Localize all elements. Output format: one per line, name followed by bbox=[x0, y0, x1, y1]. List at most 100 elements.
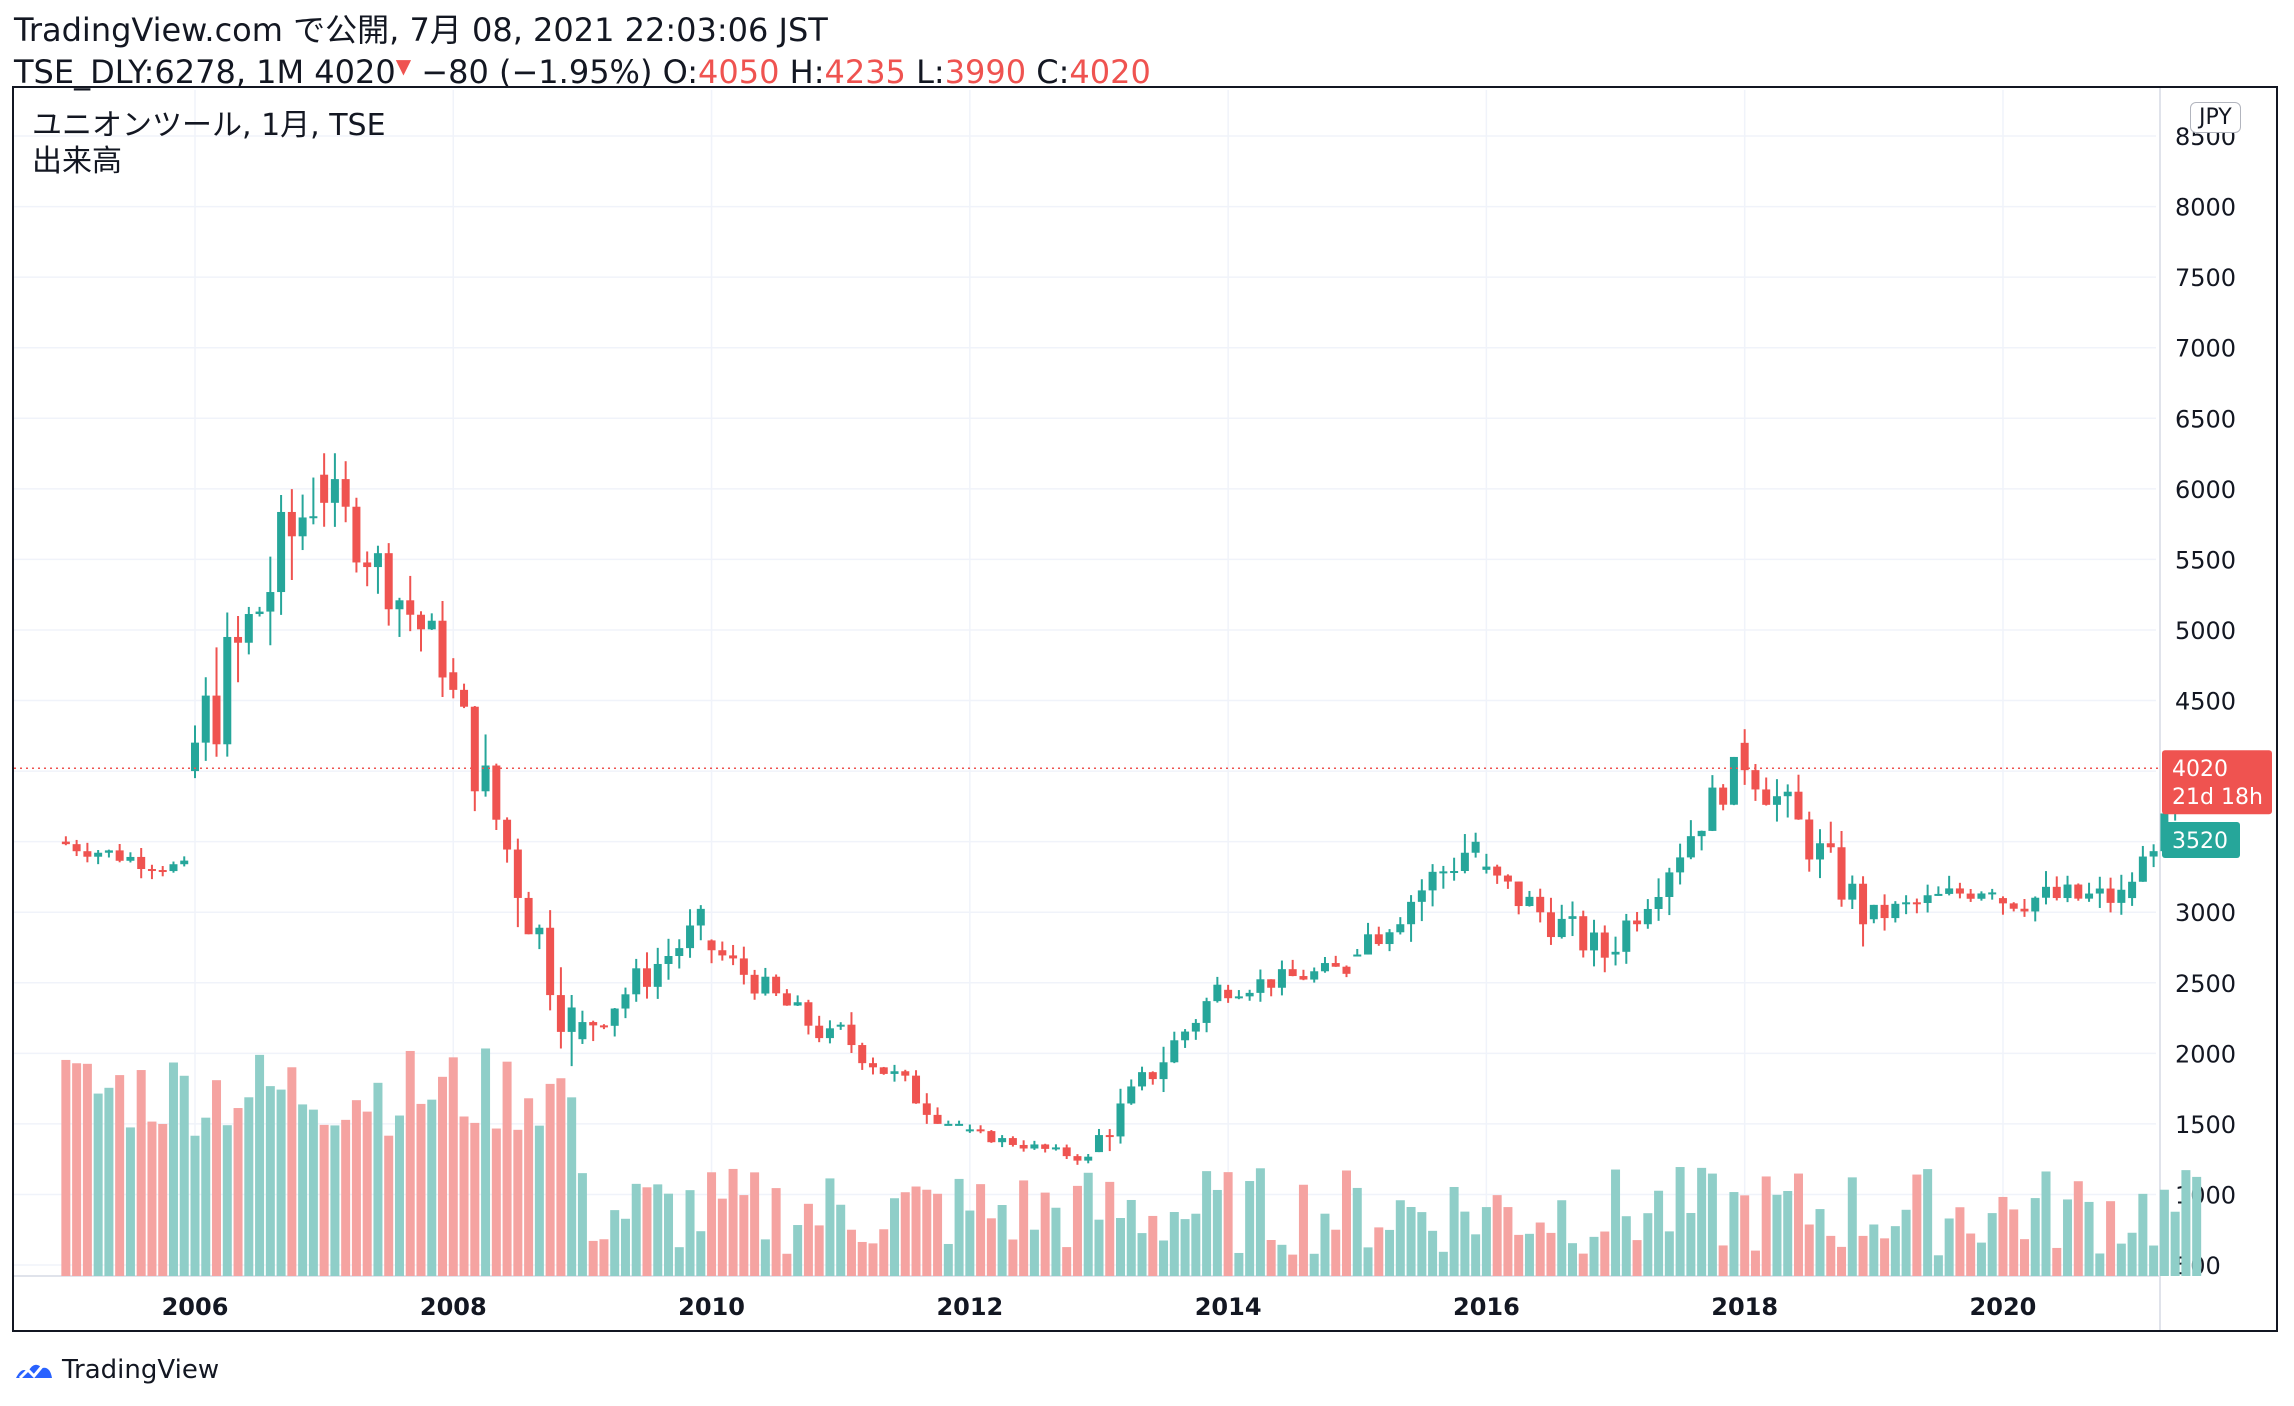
candle-body bbox=[578, 1022, 587, 1040]
volume-bar bbox=[1040, 1192, 1050, 1276]
y-tick-label: 6000 bbox=[2175, 476, 2236, 504]
volume-bar bbox=[1202, 1171, 1212, 1276]
y-tick-label: 5000 bbox=[2175, 617, 2236, 645]
volume-bar bbox=[1826, 1235, 1836, 1276]
volume-bar bbox=[2127, 1232, 2137, 1276]
candle-body bbox=[782, 993, 791, 1006]
volume-bar bbox=[803, 1203, 813, 1276]
volume-bar bbox=[900, 1192, 910, 1276]
candle-body bbox=[1030, 1144, 1039, 1149]
volume-bar bbox=[1632, 1240, 1642, 1276]
volume-ma-text: 3520 bbox=[2172, 829, 2228, 854]
candle-body bbox=[406, 600, 415, 615]
volume-bar bbox=[1385, 1229, 1395, 1276]
candle-body bbox=[535, 927, 544, 935]
volume-bar bbox=[2009, 1209, 2019, 1276]
volume-bar bbox=[1406, 1206, 1416, 1276]
candle-body bbox=[1751, 770, 1760, 790]
candle-body bbox=[868, 1063, 877, 1068]
volume-bar bbox=[1901, 1209, 1911, 1276]
candle-body bbox=[234, 636, 243, 643]
candle-body bbox=[492, 765, 501, 820]
candle-body bbox=[2009, 903, 2018, 909]
volume-bar bbox=[879, 1229, 889, 1276]
volume-bar bbox=[255, 1054, 265, 1276]
candle-body bbox=[352, 506, 361, 563]
volume-bar bbox=[1105, 1181, 1115, 1276]
candle-body bbox=[1181, 1031, 1190, 1041]
volume-bar bbox=[1966, 1233, 1976, 1276]
candle-body bbox=[1525, 896, 1534, 907]
candle-body bbox=[965, 1129, 974, 1132]
volume-bar bbox=[631, 1183, 641, 1276]
candle-body bbox=[481, 765, 490, 792]
volume-bar bbox=[168, 1062, 178, 1276]
volume-bar bbox=[319, 1124, 329, 1276]
candle-body bbox=[1138, 1072, 1147, 1087]
candle-body bbox=[513, 849, 522, 898]
candle-body bbox=[686, 925, 695, 949]
volume-bar bbox=[1654, 1190, 1664, 1276]
volume-bar bbox=[179, 1075, 189, 1276]
currency-button[interactable]: JPY bbox=[2190, 102, 2241, 133]
candle-body bbox=[266, 592, 275, 612]
volume-bar bbox=[1288, 1254, 1298, 1276]
volume-bar bbox=[674, 1247, 684, 1276]
candle-body bbox=[1568, 916, 1577, 919]
y-tick-label: 6500 bbox=[2175, 405, 2236, 433]
x-tick-label: 2018 bbox=[1711, 1293, 1778, 1321]
volume-bar bbox=[653, 1184, 663, 1276]
volume-bar bbox=[1578, 1253, 1588, 1276]
candle-body bbox=[2138, 856, 2147, 882]
candle-body bbox=[2085, 893, 2094, 899]
countdown-text: 21d 18h bbox=[2172, 785, 2263, 810]
chart-frame[interactable] bbox=[12, 86, 2278, 1332]
current-price-badge bbox=[2162, 750, 2272, 815]
candle-body bbox=[1708, 787, 1717, 831]
volume-bar bbox=[1363, 1247, 1373, 1276]
x-tick-label: 2020 bbox=[1970, 1293, 2037, 1321]
volume-bar bbox=[405, 1050, 415, 1276]
volume-bar bbox=[1481, 1207, 1491, 1276]
x-tick-label: 2012 bbox=[936, 1293, 1003, 1321]
candle-body bbox=[1579, 916, 1588, 951]
volume-bar bbox=[1298, 1184, 1308, 1276]
tradingview-logo-icon bbox=[16, 1363, 52, 1380]
candle-body bbox=[470, 706, 479, 792]
candle-body bbox=[1310, 971, 1319, 980]
y-tick-label: 1500 bbox=[2175, 1111, 2236, 1139]
volume-bar bbox=[2106, 1201, 2116, 1276]
candle-body bbox=[890, 1071, 899, 1074]
candle-body bbox=[2149, 851, 2158, 857]
candle-body bbox=[1170, 1040, 1179, 1063]
candle-body bbox=[1600, 932, 1609, 958]
volume-ma-badge bbox=[2162, 822, 2240, 858]
volume-bar bbox=[1019, 1180, 1029, 1276]
candle-body bbox=[1019, 1144, 1028, 1149]
volume-bar bbox=[147, 1121, 157, 1276]
footer-brand[interactable]: TradingView bbox=[14, 1352, 219, 1388]
volume-bar bbox=[954, 1178, 964, 1276]
volume-bar bbox=[965, 1210, 975, 1276]
candle-body bbox=[567, 1007, 576, 1032]
candle-body bbox=[1676, 857, 1685, 873]
candle-body bbox=[858, 1045, 867, 1064]
close-value: 4020 bbox=[1069, 53, 1151, 91]
candle-body bbox=[1697, 830, 1706, 837]
candle-body bbox=[2074, 884, 2083, 899]
chart-legend-title: ユニオンツール, 1月, TSE bbox=[32, 108, 386, 143]
candle-body bbox=[1202, 1001, 1211, 1023]
volume-bar bbox=[1621, 1216, 1631, 1276]
volume-bar bbox=[1320, 1213, 1330, 1276]
candle-body bbox=[750, 974, 759, 994]
volume-bar bbox=[1126, 1199, 1136, 1276]
candle-body bbox=[1041, 1144, 1050, 1149]
volume-bar bbox=[1169, 1212, 1179, 1276]
volume-bar bbox=[351, 1100, 361, 1276]
volume-bar bbox=[82, 1063, 92, 1276]
candle-body bbox=[2031, 897, 2040, 912]
volume-bar bbox=[190, 1135, 200, 1276]
volume-bar bbox=[1643, 1213, 1653, 1276]
volume-bar bbox=[1449, 1186, 1459, 1276]
